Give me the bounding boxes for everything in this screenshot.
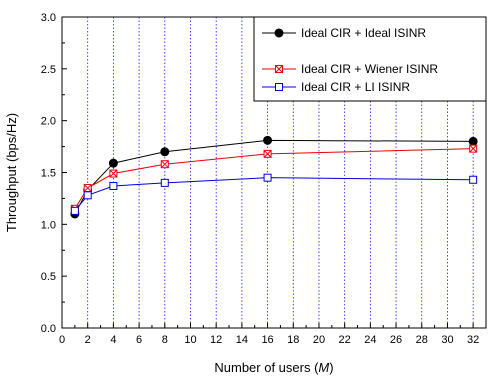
series-layer bbox=[70, 135, 478, 219]
legend-label: Ideal CIR + LI ISINR bbox=[301, 80, 410, 94]
y-tick-label: 2.5 bbox=[41, 64, 56, 76]
data-point bbox=[263, 135, 273, 145]
x-tick-label: 32 bbox=[467, 334, 479, 346]
x-tick-label: 2 bbox=[85, 334, 91, 346]
x-tick-label: 0 bbox=[59, 334, 65, 346]
x-axis: 0 2 4 6 8 10 12 14 16 18 20 22 24 26 28 30 32 bbox=[59, 323, 479, 346]
data-point bbox=[109, 169, 118, 178]
series-line bbox=[74, 139, 474, 215]
data-point bbox=[108, 158, 118, 168]
x-tick-label: 20 bbox=[313, 334, 325, 346]
data-point bbox=[263, 173, 272, 182]
y-axis: 0.0 0.5 1.0 1.5 2.0 2.5 3.0 bbox=[41, 12, 67, 335]
legend-marker bbox=[275, 65, 283, 73]
x-tick-label: 26 bbox=[390, 334, 402, 346]
legend-marker bbox=[274, 28, 284, 38]
x-tick-label: 8 bbox=[162, 334, 168, 346]
y-tick-label: 2.0 bbox=[41, 116, 56, 128]
data-point bbox=[70, 206, 79, 215]
y-tick-label: 1.5 bbox=[41, 168, 56, 180]
y-axis-title: Throughput (bps/Hz) bbox=[4, 113, 19, 232]
x-tick-label: 6 bbox=[136, 334, 142, 346]
legend-marker bbox=[275, 83, 283, 91]
data-point bbox=[263, 149, 272, 158]
x-tick-label: 22 bbox=[339, 334, 351, 346]
x-tick-label: 18 bbox=[287, 334, 299, 346]
data-point bbox=[160, 147, 170, 157]
x-tick-label: 24 bbox=[364, 334, 376, 346]
legend-label: Ideal CIR + Ideal ISINR bbox=[301, 26, 426, 40]
x-tick-label: 12 bbox=[210, 334, 222, 346]
grid bbox=[87, 17, 474, 328]
legend: Ideal CIR + Ideal ISINR Ideal CIR + Wiene… bbox=[253, 16, 487, 102]
data-point bbox=[469, 144, 478, 153]
y-tick-label: 1.0 bbox=[41, 219, 56, 231]
data-point bbox=[469, 175, 478, 184]
x-tick-label: 16 bbox=[261, 334, 273, 346]
data-point bbox=[468, 136, 478, 146]
x-tick-label: 28 bbox=[416, 334, 428, 346]
data-point bbox=[160, 178, 169, 187]
x-tick-label: 4 bbox=[110, 334, 116, 346]
legend-label: Ideal CIR + Wiener ISINR bbox=[301, 62, 438, 76]
series-line bbox=[74, 177, 474, 212]
y-tick-label: 0.5 bbox=[41, 271, 56, 283]
data-point bbox=[109, 181, 118, 190]
y-tick-label: 3.0 bbox=[41, 12, 56, 24]
series-1 bbox=[70, 135, 478, 219]
x-tick-label: 10 bbox=[184, 334, 196, 346]
x-tick-label: 30 bbox=[441, 334, 453, 346]
data-point bbox=[83, 191, 92, 200]
y-tick-label: 0.0 bbox=[41, 323, 56, 335]
series-3 bbox=[70, 173, 478, 215]
data-point bbox=[160, 160, 169, 169]
x-axis-title: Number of users (M) bbox=[214, 360, 333, 375]
data-point bbox=[83, 184, 92, 193]
x-tick-label: 14 bbox=[236, 334, 248, 346]
